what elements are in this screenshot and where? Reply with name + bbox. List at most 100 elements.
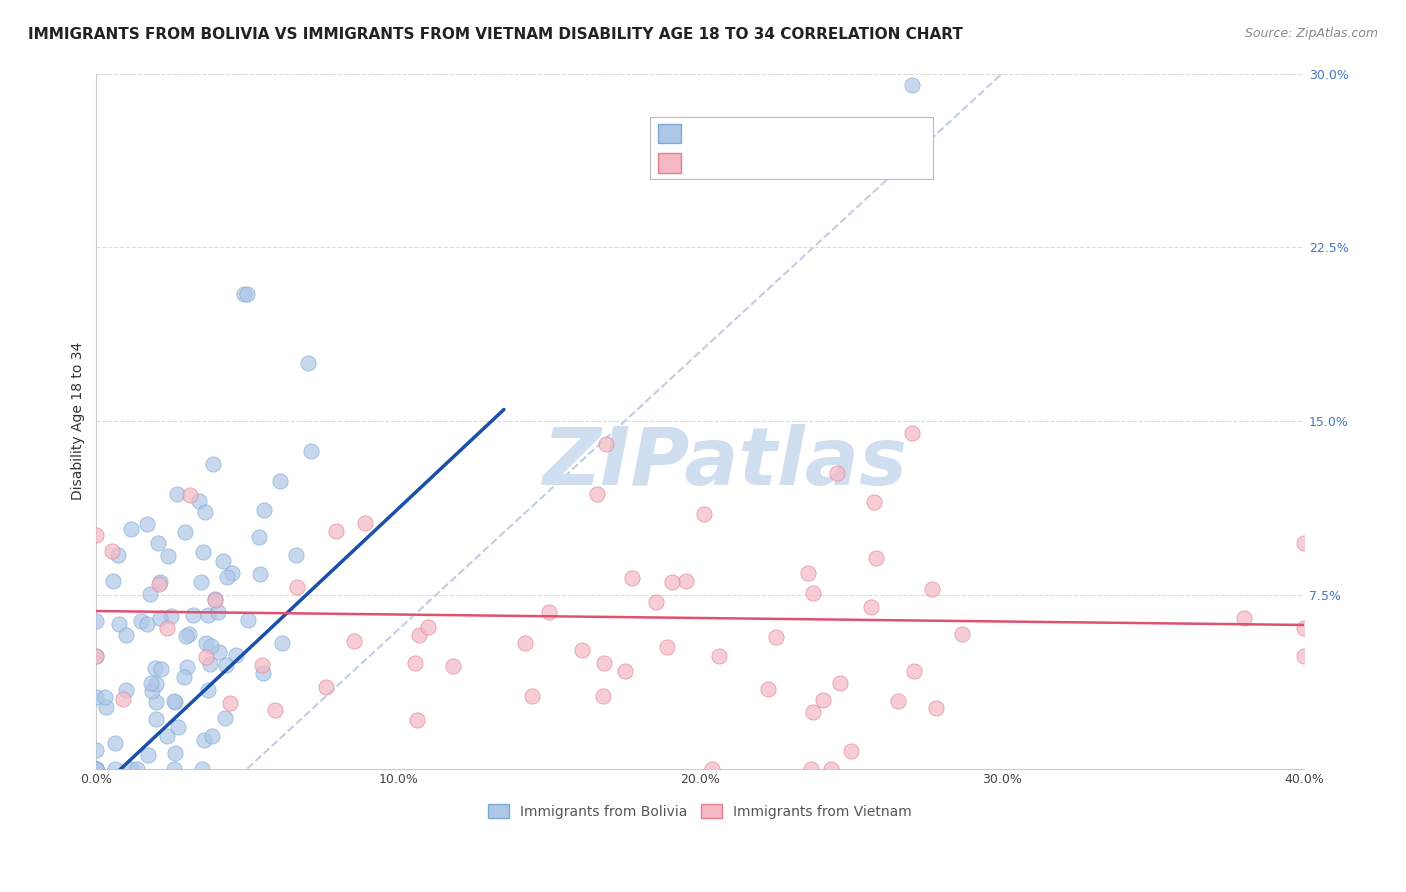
Point bbox=[613, 665, 636, 679]
Point bbox=[925, 700, 948, 714]
Point bbox=[177, 627, 200, 641]
Point bbox=[176, 660, 198, 674]
Text: R =: R = bbox=[689, 158, 714, 172]
Point bbox=[700, 762, 723, 776]
Point bbox=[104, 762, 127, 776]
Point bbox=[586, 487, 609, 501]
Point bbox=[86, 762, 108, 776]
Point bbox=[860, 600, 883, 615]
Text: 0.535: 0.535 bbox=[724, 128, 773, 143]
Point bbox=[232, 286, 254, 301]
Point bbox=[104, 736, 127, 750]
Point bbox=[811, 693, 834, 707]
Point bbox=[200, 639, 222, 653]
Point bbox=[139, 587, 162, 601]
Point bbox=[416, 620, 439, 634]
Point bbox=[900, 425, 922, 440]
Point bbox=[163, 762, 186, 776]
Point bbox=[865, 550, 887, 565]
Point bbox=[193, 544, 215, 558]
Point bbox=[173, 670, 195, 684]
Point bbox=[796, 566, 818, 581]
Point bbox=[148, 576, 170, 591]
Point bbox=[190, 574, 212, 589]
Point bbox=[136, 516, 159, 531]
Point bbox=[194, 505, 217, 519]
Point bbox=[825, 466, 848, 480]
Point bbox=[405, 713, 427, 727]
Point bbox=[149, 662, 172, 676]
Point bbox=[207, 605, 229, 619]
Point bbox=[238, 613, 260, 627]
Point bbox=[269, 475, 291, 489]
Point bbox=[204, 592, 226, 607]
Point bbox=[675, 574, 697, 589]
Point bbox=[129, 615, 152, 629]
Point bbox=[115, 682, 138, 697]
Point bbox=[86, 614, 108, 628]
Point bbox=[197, 682, 219, 697]
Point bbox=[921, 582, 943, 597]
Point bbox=[195, 650, 218, 665]
Point bbox=[120, 762, 142, 776]
Point bbox=[211, 554, 233, 568]
Point bbox=[1294, 621, 1316, 635]
Point bbox=[1294, 649, 1316, 664]
Point bbox=[285, 580, 308, 594]
Point bbox=[86, 762, 108, 776]
Point bbox=[285, 548, 308, 562]
Point bbox=[1294, 536, 1316, 550]
Point bbox=[135, 616, 157, 631]
Point bbox=[143, 661, 166, 675]
Point bbox=[115, 628, 138, 642]
Point bbox=[219, 696, 242, 710]
Text: 63: 63 bbox=[821, 158, 845, 172]
Point bbox=[86, 762, 108, 776]
Point bbox=[862, 495, 884, 509]
Point bbox=[839, 744, 862, 758]
Point bbox=[174, 629, 197, 643]
Text: 87: 87 bbox=[821, 128, 845, 143]
Point bbox=[204, 592, 226, 607]
Point bbox=[94, 690, 117, 704]
Point bbox=[214, 711, 236, 725]
Point bbox=[661, 575, 683, 590]
Point bbox=[86, 690, 108, 704]
Point bbox=[112, 692, 135, 706]
Point bbox=[315, 680, 337, 694]
Point bbox=[86, 743, 108, 757]
Point bbox=[141, 684, 163, 698]
Point bbox=[900, 78, 922, 92]
Point bbox=[800, 762, 823, 776]
Point bbox=[163, 693, 186, 707]
Point bbox=[215, 657, 238, 672]
Point bbox=[765, 630, 787, 644]
Y-axis label: Disability Age 18 to 34: Disability Age 18 to 34 bbox=[72, 342, 86, 500]
Text: N =: N = bbox=[780, 128, 815, 143]
Point bbox=[174, 525, 197, 540]
Point bbox=[247, 530, 270, 544]
Point bbox=[201, 457, 224, 471]
Text: ZIPatlas: ZIPatlas bbox=[541, 424, 907, 502]
Point bbox=[188, 494, 211, 508]
Point bbox=[107, 548, 129, 562]
Point bbox=[325, 524, 347, 539]
Point bbox=[166, 487, 188, 501]
Point bbox=[86, 648, 108, 663]
Point bbox=[538, 605, 561, 619]
Point bbox=[125, 762, 148, 776]
Point bbox=[408, 627, 430, 641]
Point bbox=[950, 626, 973, 640]
Point bbox=[343, 634, 366, 648]
Point bbox=[404, 656, 426, 670]
Point bbox=[354, 516, 377, 530]
Point bbox=[830, 675, 852, 690]
Point bbox=[264, 703, 287, 717]
Text: Source: ZipAtlas.com: Source: ZipAtlas.com bbox=[1244, 27, 1378, 40]
Point bbox=[156, 729, 179, 743]
Point bbox=[148, 574, 170, 589]
Point bbox=[159, 609, 181, 624]
Point bbox=[145, 677, 167, 691]
Point bbox=[271, 636, 294, 650]
Point bbox=[101, 544, 124, 558]
